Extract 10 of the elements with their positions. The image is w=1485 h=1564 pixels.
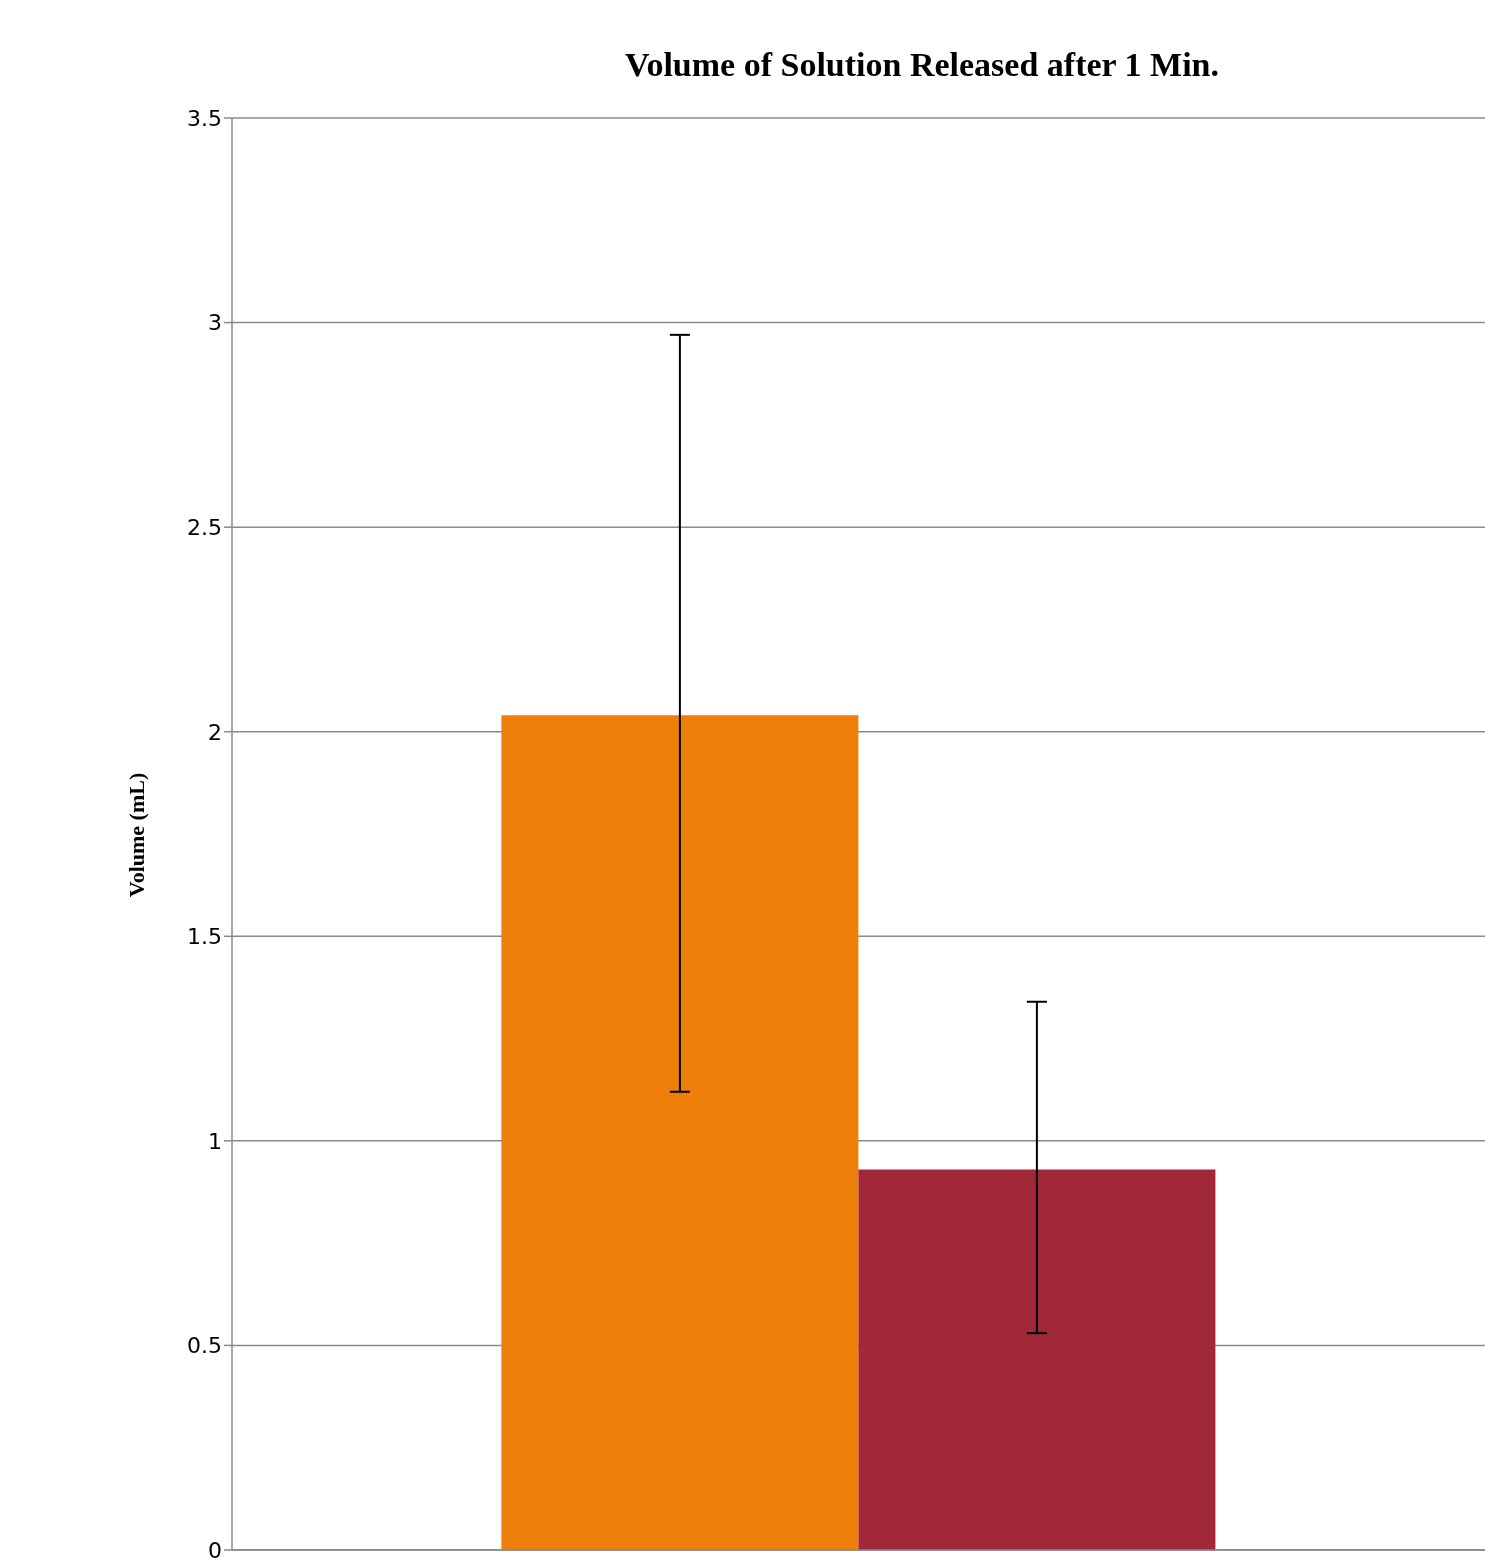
y-tick-label: 0 [208,1537,222,1563]
y-axis-title: Volume (mL) [124,772,150,898]
y-tick-label: 1.5 [187,924,222,950]
chart-title: Volume of Solution Released after 1 Min. [623,46,1220,84]
y-tick-label: 3.5 [187,105,222,131]
y-tick-label: 0.5 [187,1333,222,1359]
y-tick-label: 3 [208,310,222,336]
y-tick-label: 2.5 [187,514,222,540]
y-tick-label: 1 [208,1128,222,1154]
y-tick-label: 2 [208,719,222,745]
